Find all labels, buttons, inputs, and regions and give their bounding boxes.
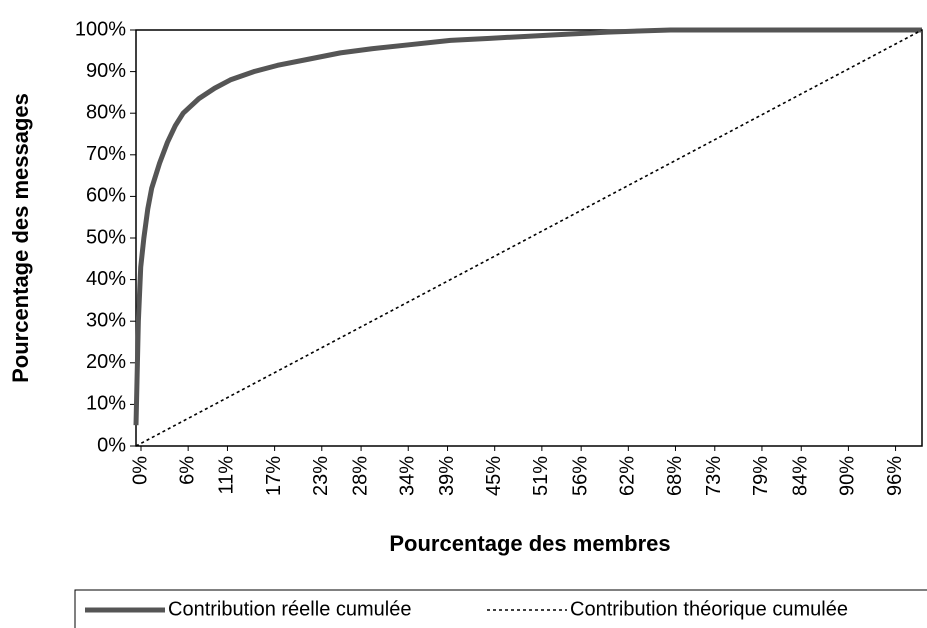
x-tick-label: 23%	[310, 456, 332, 496]
y-tick-label: 80%	[86, 101, 126, 123]
y-tick-label: 40%	[86, 268, 126, 290]
y-axis-title: Pourcentage des messages	[8, 93, 33, 383]
x-tick-label: 68%	[664, 456, 686, 496]
legend-label: Contribution théorique cumulée	[570, 598, 848, 620]
y-tick-label: 90%	[86, 60, 126, 82]
y-tick-label: 0%	[97, 434, 126, 456]
x-tick-label: 73%	[703, 456, 725, 496]
y-tick-label: 20%	[86, 351, 126, 373]
x-tick-label: 51%	[530, 456, 552, 496]
x-axis-title: Pourcentage des membres	[389, 531, 670, 556]
y-tick-label: 60%	[86, 185, 126, 207]
x-tick-label: 96%	[884, 456, 906, 496]
x-tick-label: 45%	[483, 456, 505, 496]
y-tick-label: 70%	[86, 143, 126, 165]
y-tick-label: 50%	[86, 226, 126, 248]
x-tick-label: 0%	[129, 456, 151, 485]
x-tick-label: 79%	[750, 456, 772, 496]
x-tick-label: 84%	[790, 456, 812, 496]
x-tick-label: 39%	[436, 456, 458, 496]
x-tick-label: 62%	[617, 456, 639, 496]
x-tick-label: 6%	[176, 456, 198, 485]
series-line	[133, 27, 922, 426]
x-tick-label: 17%	[263, 456, 285, 496]
x-tick-label: 11%	[216, 456, 238, 495]
x-tick-label: 90%	[837, 456, 859, 496]
legend-box	[74, 589, 927, 628]
legend-label: Contribution réelle cumulée	[168, 598, 411, 620]
y-tick-label: 100%	[75, 18, 126, 40]
series-line	[135, 29, 923, 447]
y-tick-label: 30%	[86, 309, 126, 331]
y-tick-label: 10%	[86, 393, 126, 415]
x-tick-label: 34%	[397, 456, 419, 496]
x-tick-label: 28%	[349, 456, 371, 496]
x-tick-label: 56%	[569, 456, 591, 496]
